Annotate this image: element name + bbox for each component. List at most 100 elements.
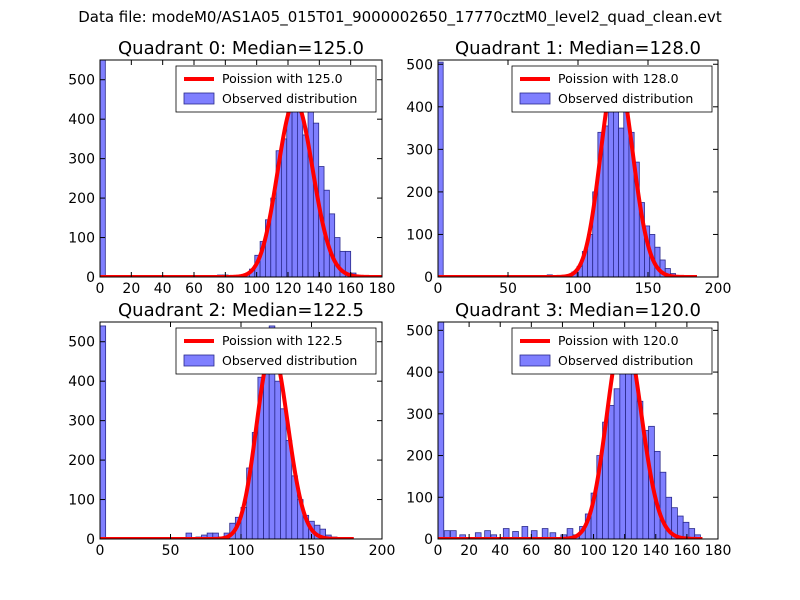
legend-label-poisson: Poission with 120.0 (558, 333, 679, 348)
y-tick-label: 300 (68, 414, 95, 430)
histogram-bar (607, 106, 614, 277)
y-tick-label: 300 (68, 152, 95, 168)
histogram-bar (688, 528, 696, 539)
x-tick-label: 0 (96, 281, 105, 297)
legend-label-poisson: Poission with 128.0 (558, 71, 679, 86)
legend-label-poisson: Poission with 122.5 (222, 333, 343, 348)
legend-bar-swatch (519, 354, 551, 367)
x-tick-label: 40 (491, 543, 509, 559)
subplot-quadrant-0: Quadrant 0: Median=125.00 20 40 60 80 100 120 1… (68, 38, 395, 297)
x-tick-label: 100 (580, 543, 607, 559)
histogram-bar (280, 408, 287, 539)
legend: Poission with 125.0 Observed distribution (175, 65, 377, 113)
poisson-curve (100, 347, 356, 539)
x-tick-label: 200 (705, 281, 732, 297)
y-tick-label: 200 (406, 185, 433, 201)
subplot-title: Quadrant 1: Median=128.0 (455, 38, 701, 59)
axes-frame (99, 59, 383, 278)
y-tick-label: 500 (406, 57, 433, 73)
legend-bar-swatch (183, 92, 215, 105)
x-tick-label: 150 (635, 281, 662, 297)
histogram-bar (281, 138, 288, 277)
histogram-bar (296, 103, 304, 277)
legend-label-observed: Observed distribution (222, 353, 357, 368)
x-tick-label: 100 (228, 543, 255, 559)
x-tick-label: 150 (298, 543, 325, 559)
x-tick-label: 60 (185, 281, 203, 297)
x-tick-label: 80 (216, 281, 234, 297)
y-tick-label: 100 (406, 490, 433, 506)
x-tick-label: 160 (337, 281, 364, 297)
y-tick-label: 0 (86, 532, 95, 548)
plot-marks (100, 60, 382, 277)
x-tick-label: 0 (434, 543, 443, 559)
y-tick-label: 500 (68, 335, 95, 351)
legend-label-observed: Observed distribution (558, 353, 693, 368)
x-tick-label: 50 (499, 281, 517, 297)
subplot-quadrant-3: Quadrant 3: Median=120.00 20 40 60 80 100 120 1… (406, 300, 731, 559)
histogram-bar (185, 532, 193, 539)
x-tick-label: 50 (162, 543, 180, 559)
legend-label-poisson: Poission with 125.0 (222, 71, 343, 86)
x-tick-label: 0 (434, 281, 443, 297)
histogram-bar (438, 61, 444, 277)
histogram-bar (307, 99, 314, 277)
histogram-bar (521, 526, 529, 539)
histogram-bar (274, 380, 281, 539)
histogram-bar (100, 60, 106, 277)
subplot-title: Quadrant 0: Median=125.0 (118, 38, 364, 59)
legend: Poission with 122.5 Observed distribution (175, 327, 377, 375)
poisson-curve (438, 328, 704, 539)
histogram-bar (100, 325, 107, 539)
x-tick-label: 20 (460, 543, 478, 559)
x-tick-label: 200 (369, 543, 396, 559)
histogram-bar (484, 530, 491, 539)
y-tick-label: 0 (86, 270, 95, 286)
y-tick-label: 100 (406, 227, 433, 243)
y-tick-label: 200 (68, 191, 95, 207)
histogram-bar (566, 528, 574, 539)
legend-label-observed: Observed distribution (222, 91, 357, 106)
subplot-title: Quadrant 3: Median=120.0 (455, 300, 701, 321)
x-tick-label: 100 (243, 281, 270, 297)
plot-marks (100, 325, 356, 539)
x-tick-label: 120 (611, 543, 638, 559)
y-tick-label: 300 (406, 407, 433, 423)
x-tick-label: 0 (96, 543, 105, 559)
histogram-bar (619, 363, 626, 539)
y-tick-label: 400 (406, 365, 433, 381)
x-tick-label: 160 (674, 543, 701, 559)
y-tick-label: 200 (406, 449, 433, 465)
x-tick-label: 20 (122, 281, 140, 297)
histogram-bar (450, 530, 457, 539)
axes-frame (437, 321, 719, 540)
legend-label-observed: Observed distribution (558, 91, 693, 106)
histogram-bar (502, 528, 510, 539)
y-tick-label: 400 (68, 374, 95, 390)
y-tick-label: 100 (68, 493, 95, 509)
subplot-quadrant-1: Quadrant 1: Median=128.0 0 50 100 150 200 0 100… (406, 38, 731, 297)
plot-marks (438, 61, 699, 277)
y-tick-label: 100 (68, 231, 95, 247)
y-tick-label: 200 (68, 453, 95, 469)
plot-marks (438, 322, 704, 539)
x-tick-label: 100 (565, 281, 592, 297)
legend: Poission with 128.0 Observed distribution (511, 65, 713, 113)
x-tick-label: 120 (275, 281, 302, 297)
legend: Poission with 120.0 Observed distribution (511, 327, 713, 375)
histogram-bar (263, 372, 270, 539)
x-tick-label: 60 (522, 543, 540, 559)
histogram-bar (438, 322, 445, 539)
poisson-curve (100, 98, 382, 277)
x-tick-label: 80 (554, 543, 572, 559)
y-tick-label: 0 (424, 532, 433, 548)
histogram-bar (607, 405, 615, 539)
histogram-bar (541, 528, 549, 539)
x-tick-label: 180 (705, 543, 732, 559)
y-tick-label: 300 (406, 142, 433, 158)
histogram-bar (286, 110, 293, 277)
x-tick-label: 140 (306, 281, 333, 297)
y-tick-label: 500 (68, 73, 95, 89)
legend-bar-swatch (183, 354, 215, 367)
